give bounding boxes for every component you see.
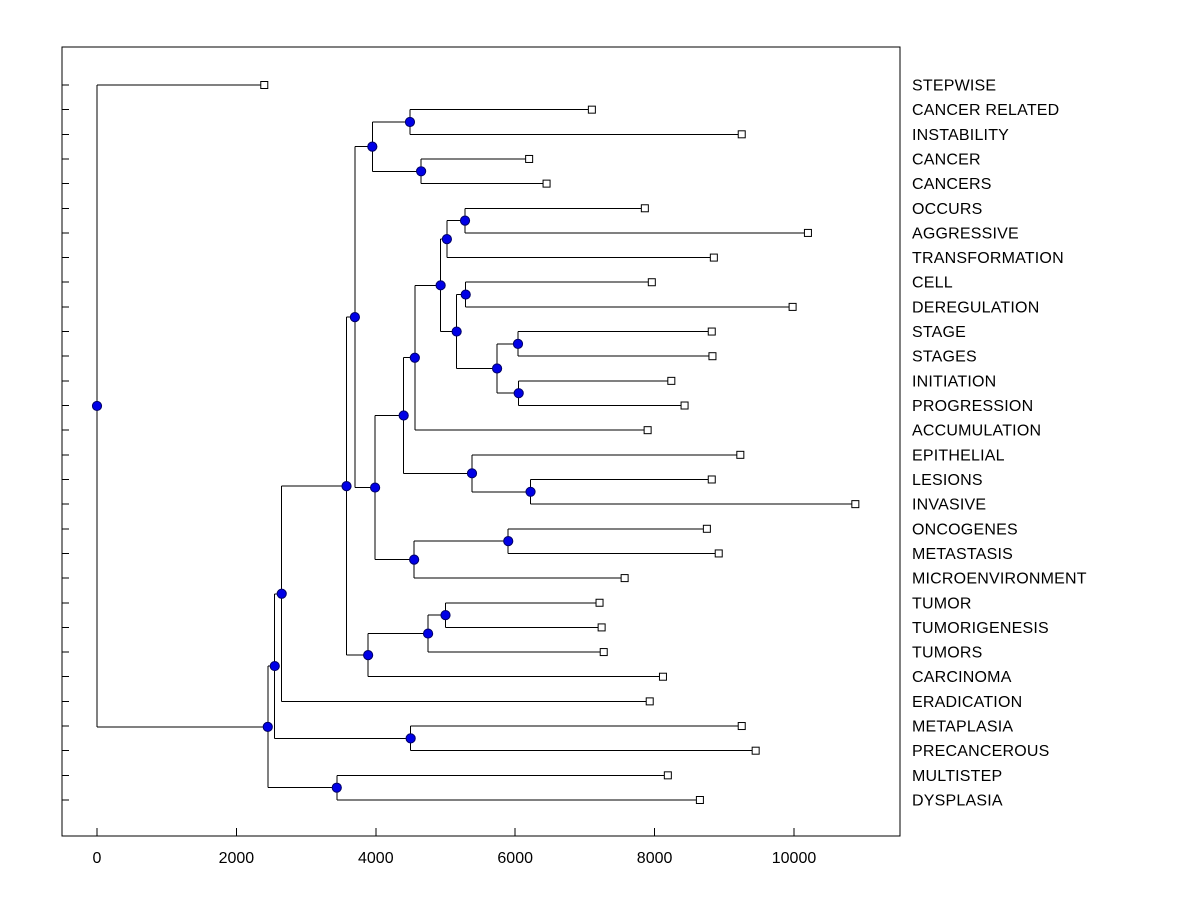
internal-node-marker [341, 481, 352, 492]
internal-node-marker [513, 388, 524, 399]
internal-node-marker [276, 588, 287, 599]
leaf-label: PROGRESSION [912, 398, 1033, 415]
internal-node-marker [331, 782, 342, 793]
leaf-node-marker [709, 253, 718, 262]
leaf-node-marker [645, 697, 654, 706]
leaf-label: STEPWISE [912, 78, 996, 95]
leaf-node-marker [737, 722, 746, 731]
leaf-node-marker [667, 376, 676, 385]
leaf-label: TUMORS [912, 645, 983, 662]
leaf-node-marker [658, 672, 667, 681]
leaf-node-marker [587, 105, 596, 114]
internal-node-marker [363, 650, 374, 661]
leaf-label: TRANSFORMATION [912, 250, 1064, 267]
leaf-node-marker [595, 598, 604, 607]
leaf-label: INITIATION [912, 373, 996, 390]
x-axis-tick-label: 2000 [219, 850, 255, 867]
leaf-node-marker [663, 771, 672, 780]
leaf-node-marker [751, 746, 760, 755]
internal-node-marker [409, 352, 420, 363]
internal-node-marker [512, 338, 524, 349]
internal-node-marker [422, 628, 434, 639]
internal-node-marker [416, 166, 427, 177]
leaf-node-marker [737, 130, 746, 139]
leaf-node-marker [708, 352, 717, 361]
internal-node-marker [370, 482, 381, 493]
internal-node-marker [440, 609, 451, 621]
internal-node-marker [441, 233, 452, 245]
leaf-label: INVASIVE [912, 497, 986, 514]
internal-node-marker [451, 326, 462, 337]
leaf-label: ACCUMULATION [912, 423, 1041, 440]
internal-node-marker [503, 536, 514, 547]
leaf-node-marker [707, 327, 716, 336]
leaf-node-marker [695, 795, 704, 804]
leaf-label: TUMOR [912, 595, 972, 612]
leaf-node-marker [707, 475, 716, 484]
internal-node-marker [367, 141, 378, 152]
internal-node-marker [398, 410, 409, 421]
leaf-label: METASTASIS [912, 546, 1013, 563]
internal-node-marker [262, 721, 273, 732]
leaf-label: INSTABILITY [912, 127, 1009, 144]
leaf-node-marker [647, 278, 656, 287]
leaf-node-marker [803, 228, 812, 237]
leaf-node-marker [714, 549, 723, 558]
leaf-node-marker [620, 574, 629, 583]
x-axis-tick-label: 4000 [358, 850, 394, 867]
branch-lines [96, 84, 856, 801]
leaf-node-marker [702, 524, 711, 533]
leaf-node-marker [640, 204, 649, 213]
leaf-label: EPITHELIAL [912, 447, 1005, 464]
leaf-label: AGGRESSIVE [912, 225, 1019, 242]
x-axis-tick-label: 0 [93, 850, 102, 867]
leaf-label: ERADICATION [912, 694, 1022, 711]
leaf-label: MICROENVIRONMENT [912, 571, 1087, 588]
x-axis-tick-label: 6000 [497, 850, 533, 867]
internal-node-marker [491, 363, 503, 374]
leaf-label: CANCER [912, 151, 981, 168]
leaf-node-marker [680, 401, 689, 410]
internal-node-marker [435, 280, 446, 291]
leaf-label: CANCERS [912, 176, 992, 193]
leaf-label: LESIONS [912, 472, 983, 489]
leaf-node-marker [525, 154, 534, 163]
x-axis-tick-label: 8000 [637, 850, 673, 867]
internal-node-marker [409, 554, 420, 565]
leaf-node-marker [851, 500, 860, 509]
x-axis-tick-label: 10000 [772, 850, 817, 867]
leaf-node-marker [542, 179, 551, 188]
leaf-label: MULTISTEP [912, 768, 1002, 785]
internal-node-marker [466, 468, 478, 479]
leaf-node-marker [736, 450, 745, 459]
leaf-label: STAGES [912, 349, 977, 366]
internal-node-marker [404, 116, 416, 128]
internal-node-marker [525, 486, 536, 497]
leaf-node-marker [260, 81, 269, 89]
leaf-node-marker [788, 302, 797, 311]
internal-node-marker [405, 733, 416, 744]
leaf-node-marker [643, 426, 652, 435]
leaf-node-marker [597, 623, 606, 632]
leaf-label: CARCINOMA [912, 669, 1012, 686]
internal-node-marker [460, 289, 471, 300]
plot-box [61, 46, 901, 837]
leaf-node-marker [599, 648, 608, 657]
leaf-label: TUMORIGENESIS [912, 620, 1049, 637]
internal-node-marker [349, 312, 360, 323]
leaf-label: STAGE [912, 324, 966, 341]
leaf-label: CELL [912, 275, 953, 292]
leaf-label: CANCER RELATED [912, 102, 1059, 119]
leaf-label: ONCOGENES [912, 521, 1018, 538]
leaf-label: PRECANCEROUS [912, 743, 1050, 760]
leaf-label: DEREGULATION [912, 299, 1039, 316]
leaf-label: METAPLASIA [912, 719, 1013, 736]
internal-node-marker [91, 400, 103, 412]
internal-node-marker [459, 215, 471, 226]
leaf-label: DYSPLASIA [912, 792, 1003, 809]
internal-node-marker [269, 660, 280, 672]
leaf-label: OCCURS [912, 201, 983, 218]
